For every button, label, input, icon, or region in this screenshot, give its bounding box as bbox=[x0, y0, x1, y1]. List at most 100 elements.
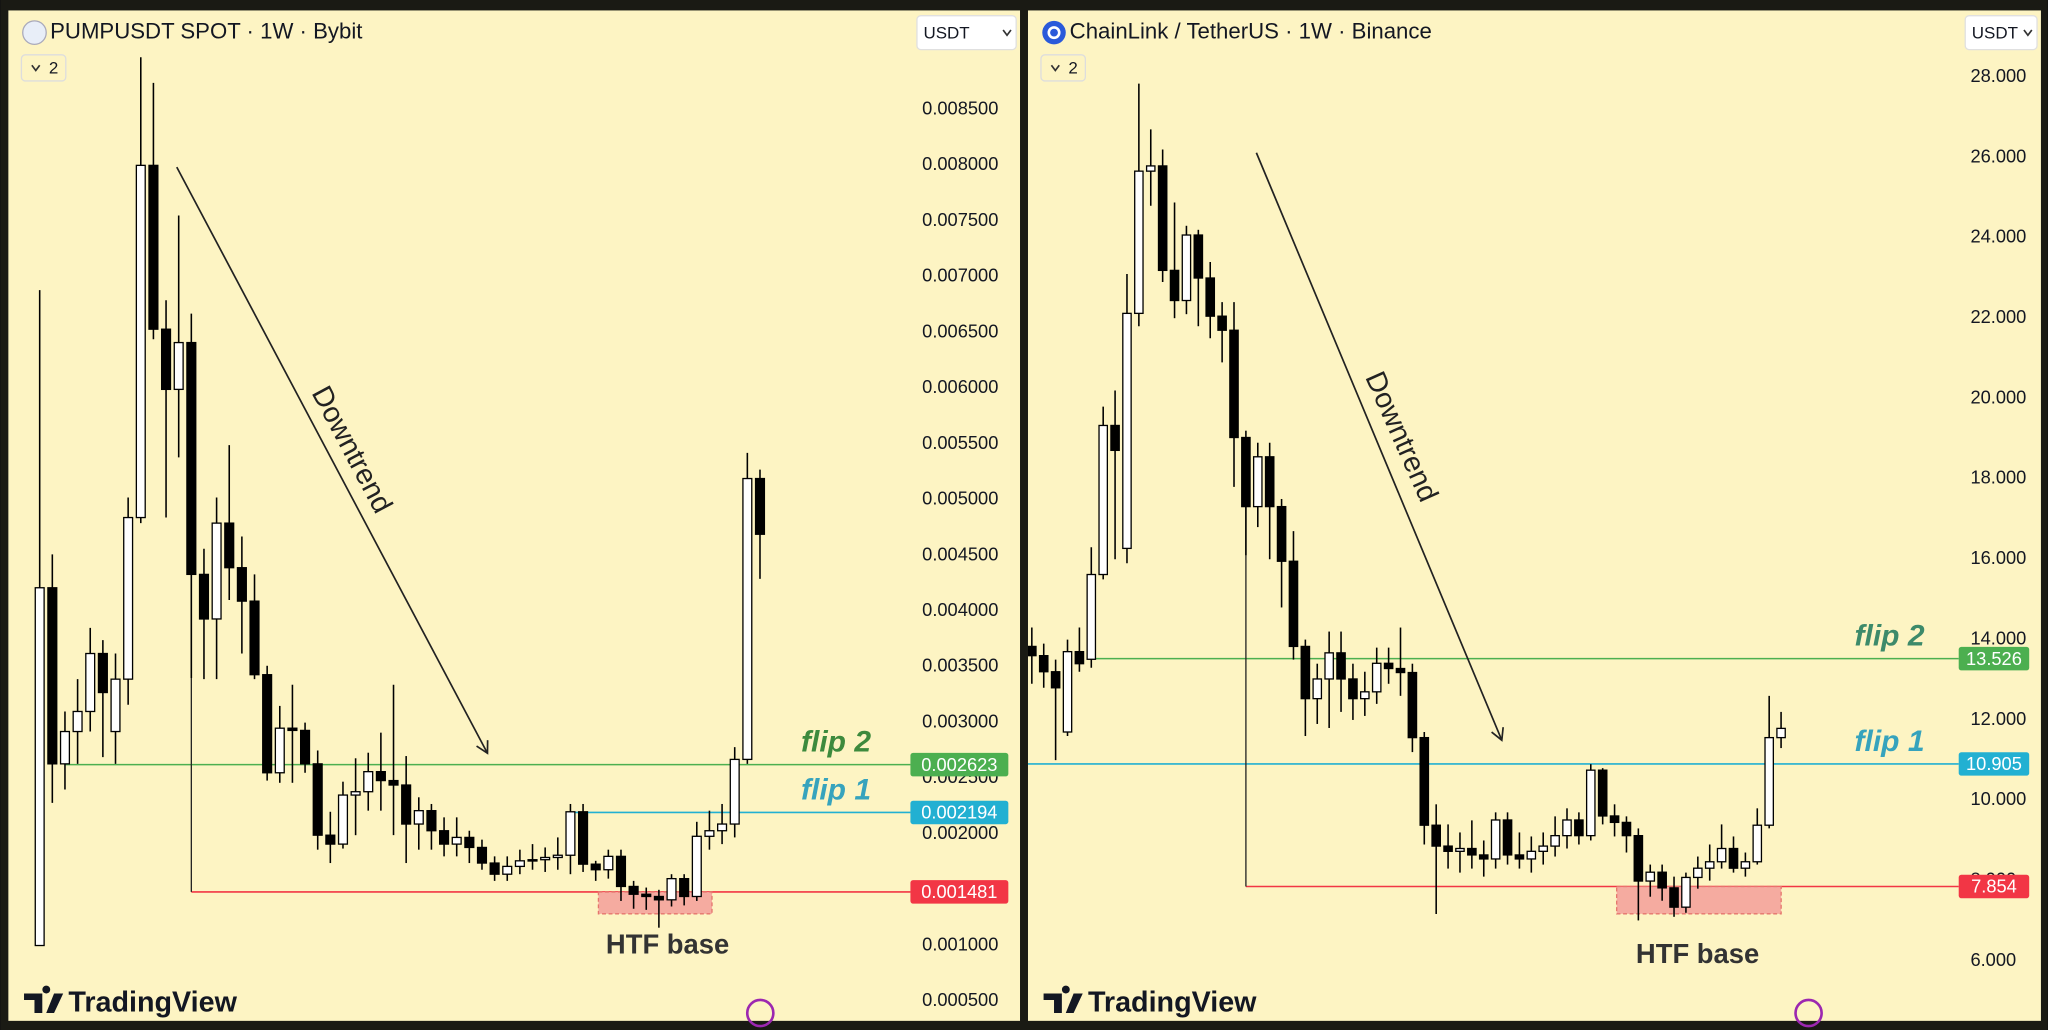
candle-body bbox=[1574, 819, 1584, 837]
candle-body bbox=[1360, 691, 1370, 700]
level-price-label: 0.002194 bbox=[921, 802, 997, 823]
level-price-tag bbox=[910, 752, 1009, 777]
candle-body bbox=[1383, 662, 1394, 670]
candle-body bbox=[1431, 824, 1441, 847]
currency-dropdown[interactable]: USDT bbox=[1964, 15, 2038, 51]
candle-body bbox=[1681, 876, 1691, 908]
base-label: HTF base bbox=[606, 929, 729, 960]
y-tick-label: 20.000 bbox=[1970, 386, 2026, 407]
candle-body bbox=[565, 811, 576, 856]
candle-body bbox=[426, 810, 437, 832]
chevron bbox=[31, 64, 41, 72]
y-tick-label: 0.005500 bbox=[922, 432, 998, 453]
y-tick-label: 0.003500 bbox=[922, 655, 998, 676]
y-tick-label: 16.000 bbox=[1970, 547, 2026, 568]
candle-body bbox=[1157, 165, 1168, 272]
candle-body bbox=[350, 791, 361, 796]
candle-body bbox=[527, 859, 538, 862]
candle-body bbox=[653, 895, 664, 901]
candle-body bbox=[666, 877, 677, 901]
level-price-tag bbox=[1958, 874, 2030, 899]
plot-area bbox=[34, 57, 911, 947]
currency-label: USDT bbox=[1972, 23, 2018, 42]
candle-body bbox=[1134, 170, 1144, 315]
candle-body bbox=[1371, 662, 1382, 693]
candle-body bbox=[1502, 819, 1513, 856]
indicator-toggle[interactable]: 2 bbox=[1040, 54, 1087, 82]
candle-body bbox=[1241, 436, 1251, 508]
candle-body bbox=[451, 836, 462, 845]
candle-body bbox=[464, 836, 475, 849]
candle-body bbox=[1597, 769, 1608, 817]
candle-body bbox=[1169, 269, 1180, 302]
level-name: flip 1 bbox=[1854, 725, 1924, 758]
candle-body bbox=[1538, 845, 1549, 852]
y-tick-label: 6.000 bbox=[1970, 949, 2016, 970]
symbol-logo bbox=[1042, 20, 1066, 45]
candle-body bbox=[1526, 850, 1537, 860]
candle-body bbox=[1657, 871, 1667, 889]
candle-body bbox=[85, 652, 96, 713]
candle-body bbox=[1122, 312, 1132, 550]
candle-body bbox=[72, 710, 83, 733]
y-tick-label: 0.002000 bbox=[922, 822, 998, 843]
candle-body bbox=[135, 164, 146, 519]
level-name: flip 2 bbox=[1854, 620, 1924, 653]
candle-body bbox=[1074, 650, 1085, 665]
candle-body bbox=[337, 794, 349, 845]
candle-body bbox=[552, 854, 563, 859]
level-price-label: 0.002623 bbox=[921, 754, 997, 775]
candle-body bbox=[34, 587, 45, 947]
level-price-label: 10.905 bbox=[1966, 753, 2022, 774]
brand-name: TradingView bbox=[68, 986, 237, 1018]
candle-body bbox=[1098, 424, 1109, 576]
chart-title: PUMPUSDT SPOT · 1W · Bybit bbox=[50, 18, 362, 43]
y-tick-label: 10.000 bbox=[1970, 788, 2026, 809]
base-zone bbox=[1616, 885, 1782, 915]
candle-body bbox=[729, 758, 740, 825]
candle-body bbox=[236, 567, 247, 602]
y-tick-label: 0.008500 bbox=[922, 97, 998, 118]
candle-body bbox=[590, 863, 601, 871]
candle-body bbox=[603, 855, 614, 871]
candle-body bbox=[1205, 277, 1216, 317]
candle-body bbox=[401, 784, 412, 825]
candle-body bbox=[299, 729, 311, 765]
candle-body bbox=[1645, 871, 1656, 882]
candle-body bbox=[1407, 671, 1418, 739]
currency-dropdown[interactable]: USDT bbox=[916, 15, 1017, 51]
candle-body bbox=[1490, 819, 1501, 860]
level-price-tag bbox=[1958, 646, 2030, 671]
candle-body bbox=[1443, 845, 1453, 852]
level-price-tag bbox=[910, 880, 1009, 904]
candle-body bbox=[1764, 736, 1774, 826]
base-label: HTF base bbox=[1636, 938, 1759, 969]
candle-body bbox=[704, 830, 715, 837]
y-tick-label: 22.000 bbox=[1970, 306, 2026, 327]
candle-body bbox=[1050, 671, 1061, 689]
currency-label: USDT bbox=[923, 23, 969, 42]
candle-body bbox=[489, 862, 500, 875]
candle-body bbox=[262, 674, 273, 774]
candle-body bbox=[1312, 678, 1323, 700]
candle-body bbox=[148, 164, 159, 330]
candle-body bbox=[1716, 847, 1727, 863]
candle-body bbox=[742, 477, 753, 761]
trend-arrow bbox=[176, 166, 489, 754]
candle-body bbox=[1110, 424, 1120, 452]
candle-body bbox=[110, 678, 121, 733]
chevron bbox=[2023, 29, 2033, 37]
indicator-toggle[interactable]: 2 bbox=[20, 54, 67, 82]
symbol-logo bbox=[22, 20, 47, 46]
level-name: flip 2 bbox=[801, 726, 871, 759]
candle-body bbox=[1264, 456, 1275, 508]
candle-body bbox=[615, 855, 627, 888]
y-tick-label: 0.004500 bbox=[922, 543, 998, 564]
candle-body bbox=[363, 771, 374, 793]
panel-divider bbox=[1020, 0, 1028, 1030]
y-tick-label: 12.000 bbox=[1970, 708, 2026, 729]
y-tick-label: 28.000 bbox=[1970, 65, 2026, 86]
candle-body bbox=[1752, 824, 1763, 863]
candle-body bbox=[1669, 887, 1679, 908]
candle-body bbox=[641, 893, 652, 898]
